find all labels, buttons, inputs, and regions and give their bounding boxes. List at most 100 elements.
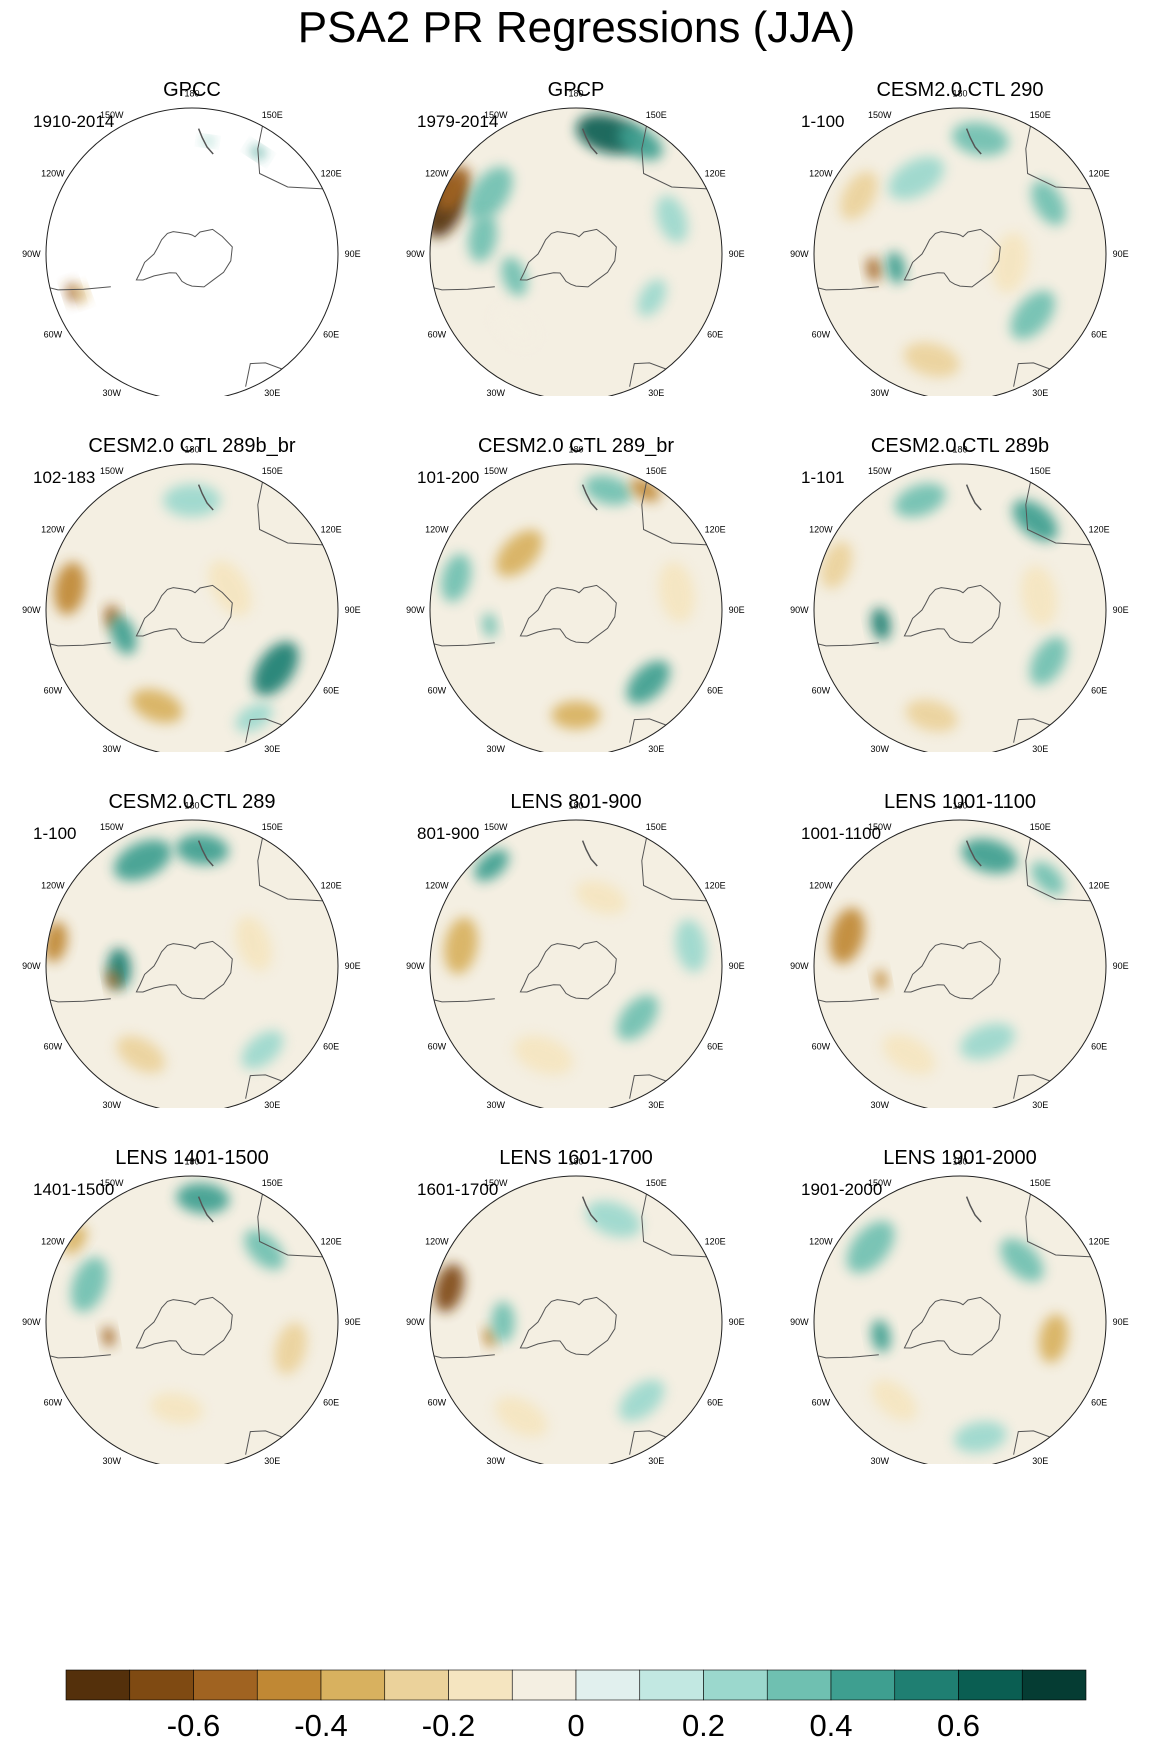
longitude-label: 120E	[321, 525, 342, 535]
longitude-label: 30E	[648, 1100, 664, 1108]
longitude-label: 120W	[425, 525, 449, 535]
map-border	[45, 463, 339, 752]
australia-coastline	[641, 474, 715, 546]
longitude-label: 150E	[262, 822, 283, 832]
panel-years: 801-900	[417, 824, 480, 843]
africa-coastline	[245, 1074, 283, 1099]
anomaly-blob	[54, 562, 86, 615]
map-border	[813, 107, 1107, 396]
longitude-label: 90E	[1113, 1317, 1129, 1327]
colorbar-swatch	[448, 1669, 513, 1701]
longitude-label: 60E	[323, 1041, 339, 1051]
africa-coastline	[245, 718, 283, 743]
panel-years: 1979-2014	[417, 112, 499, 131]
australia-coastline	[257, 474, 331, 546]
longitude-label: 60E	[323, 329, 339, 339]
anomaly-blob	[585, 1200, 641, 1238]
antarctica-coastline	[135, 584, 233, 644]
anomaly-blob	[468, 213, 497, 262]
longitude-label: 90W	[790, 1317, 809, 1327]
longitude-label: 150W	[484, 466, 508, 476]
colorbar-swatch	[129, 1669, 194, 1701]
longitude-label: 60E	[707, 329, 723, 339]
new-zealand-coastline	[581, 840, 598, 867]
new-zealand-coastline	[197, 1196, 214, 1223]
colorbar-swatch	[65, 1669, 131, 1701]
antarctica-coastline	[903, 940, 1001, 1000]
anomaly-blob	[882, 1034, 935, 1075]
anomaly-blob	[110, 615, 137, 655]
panel-title: LENS 1401-1500	[115, 1147, 269, 1169]
panel-title: LENS 1901-2000	[883, 1147, 1037, 1169]
new-zealand-coastline	[581, 1196, 598, 1223]
main-title: PSA2 PR Regressions (JJA)	[297, 3, 856, 52]
map-panel: LENS 1601-17001601-1700030E60E90E120E150…	[384, 1068, 768, 1464]
longitude-label: 30E	[1032, 744, 1048, 752]
anomaly-blob	[1039, 1314, 1068, 1363]
anomaly-blob	[584, 475, 633, 506]
longitude-label: 90E	[345, 961, 361, 971]
new-zealand-coastline	[197, 840, 214, 867]
longitude-label: 30E	[264, 1456, 280, 1464]
anomaly-blob	[514, 1035, 573, 1075]
longitude-label: 120E	[1089, 881, 1110, 891]
anomaly-blob	[903, 342, 960, 378]
new-zealand-coastline	[965, 1196, 982, 1223]
longitude-label: 150E	[646, 822, 667, 832]
new-zealand-coastline	[965, 840, 982, 867]
longitude-label: 30E	[648, 388, 664, 396]
longitude-label: 30W	[870, 744, 889, 752]
longitude-label: 90E	[345, 605, 361, 615]
panel-title: CESM2.0 CTL 289_br	[477, 435, 674, 457]
longitude-label: 30W	[870, 1100, 889, 1108]
colorbar-swatch	[193, 1669, 258, 1701]
colorbar-swatch	[639, 1669, 704, 1701]
colorbar-swatch	[256, 1669, 322, 1701]
anomaly-blob	[244, 1229, 285, 1270]
map-panel: LENS 801-900801-900030E60E90E120E150E180…	[384, 712, 768, 1108]
longitude-label: 60W	[428, 1041, 447, 1051]
longitude-label: 90W	[22, 605, 41, 615]
longitude-label: 180	[952, 800, 967, 810]
longitude-label: 120E	[705, 169, 726, 179]
map-panel: CESM2.0 CTL 289b1-101030E60E90E120E150E1…	[768, 356, 1152, 752]
anomaly-blob	[905, 699, 958, 732]
longitude-label: 120E	[705, 525, 726, 535]
anomaly-blob	[1031, 861, 1065, 895]
longitude-label: 60W	[44, 1041, 63, 1051]
longitude-label: 90W	[406, 961, 425, 971]
longitude-label: 30E	[264, 388, 280, 396]
map-border	[813, 463, 1107, 752]
longitude-label: 60W	[428, 329, 447, 339]
longitude-label: 120W	[425, 169, 449, 179]
anomaly-blob	[77, 286, 88, 302]
anomaly-blob	[656, 195, 688, 243]
africa-coastline	[245, 1430, 283, 1455]
anomaly-blob	[626, 660, 670, 704]
australia-coastline	[641, 830, 715, 902]
longitude-label: 120E	[705, 1237, 726, 1247]
longitude-label: 60E	[323, 685, 339, 695]
anomaly-blob	[441, 553, 472, 602]
australia-coastline	[257, 830, 331, 902]
panel-title: CESM2.0 CTL 289	[108, 791, 276, 813]
panel-years: 1001-1100	[801, 824, 882, 843]
longitude-label: 30W	[102, 744, 121, 752]
map-border	[45, 819, 339, 1108]
longitude-label: 120E	[321, 1237, 342, 1247]
longitude-label: 60W	[44, 685, 63, 695]
anomaly-blob	[1031, 180, 1066, 226]
longitude-label: 120E	[1089, 1237, 1110, 1247]
panel-years: 1-100	[33, 824, 77, 843]
longitude-label: 60W	[812, 1397, 831, 1407]
longitude-label: 30W	[102, 1100, 121, 1108]
antarctica-coastline	[135, 1296, 233, 1356]
longitude-label: 180	[568, 444, 583, 454]
anomaly-blob	[866, 257, 881, 282]
longitude-label: 30E	[264, 744, 280, 752]
africa-coastline	[629, 718, 667, 743]
